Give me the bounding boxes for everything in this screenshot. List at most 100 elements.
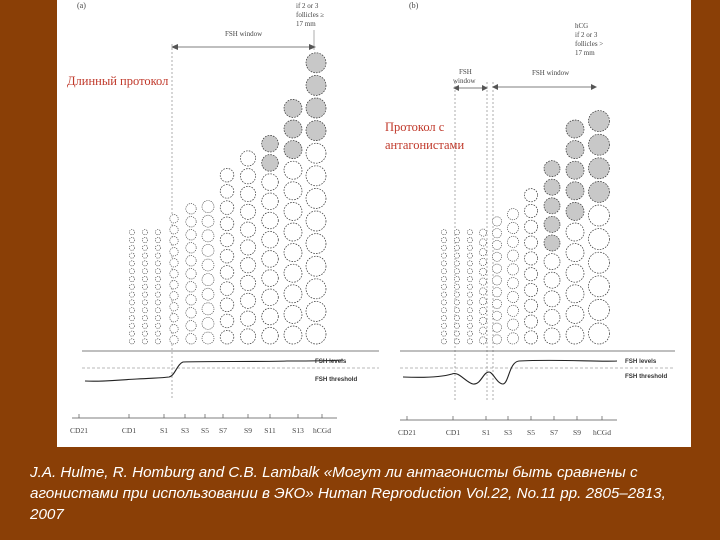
panel-b-follicle-8-10 (565, 119, 585, 139)
panel-b-follicle-3-4 (479, 297, 487, 306)
panel-a-follicle-0-8 (129, 276, 135, 282)
panel-b-tick-label-6: S9 (573, 428, 581, 437)
panel-b-tick-label-3: S3 (504, 428, 512, 437)
panel-b-follicle-8-6 (565, 202, 585, 221)
panel-a-window-label: FSH window (225, 30, 263, 38)
panel-b-follicle-9-8 (588, 133, 610, 156)
panel-b-follicle-columns (441, 110, 610, 345)
panel-b-follicle-4-5 (492, 275, 502, 286)
panel-a-hcg-note-2: follicles ≥ (296, 11, 324, 19)
panel-a-tick-label-3: S3 (181, 426, 189, 435)
panel-a-follicle-2-7 (155, 283, 161, 290)
panel-a-follicle-1-3 (142, 315, 148, 321)
panel-a-levels-label: FSH levels (315, 358, 347, 365)
panel-a-follicle-6-2 (219, 297, 235, 312)
panel-a-tick-label-1: CD1 (122, 426, 136, 435)
panel-b-follicle-0-2 (441, 322, 447, 329)
panel-b-follicle-9-7 (588, 157, 610, 180)
panel-a-hcg-note-1: if 2 or 3 (296, 2, 319, 10)
panel-b-hcg-note-1: hCG (575, 22, 588, 30)
panel-a-threshold-label: FSH threshold (315, 376, 358, 383)
panel-b-follicle-9-4 (588, 228, 610, 250)
panel-b-follicle-1-4 (454, 307, 460, 314)
panel-b-tick-label-0: CD21 (398, 428, 416, 437)
panel-b-follicle-8-3 (565, 263, 585, 283)
panel-b-follicle-2-14 (467, 229, 473, 236)
panel-a-follicle-9-7 (283, 181, 303, 201)
panel-b-follicle-3-0 (479, 336, 487, 345)
panel-b-follicle-4-9 (492, 228, 502, 239)
panel-b-follicle-2-3 (467, 315, 473, 321)
panel-b-follicle-5-8 (507, 222, 519, 234)
panel-a-follicle-3-9 (169, 236, 179, 246)
panel-b-tick-label-4: S5 (527, 428, 535, 437)
panel-a-tick-label-6: S9 (244, 426, 252, 435)
panel-a-follicle-1-13 (142, 237, 148, 243)
panel-b-follicle-6-6 (524, 235, 538, 250)
panel-b-tick-label-1: CD1 (446, 428, 460, 437)
panel-b-axis-ticks: CD21 CD1 S1 S3 S5 S7 S9 hCGd (398, 416, 611, 437)
panel-a-follicle-4-0 (185, 333, 197, 345)
panel-b-follicle-2-0 (467, 338, 473, 345)
panel-a-follicle-0-6 (129, 291, 135, 298)
panel-b-follicle-5-5 (507, 263, 519, 276)
panel-b-follicle-8-5 (565, 222, 585, 242)
panel-b-follicle-5-4 (507, 277, 519, 290)
panel-a-follicle-8-10 (261, 135, 279, 153)
panel-b-follicle-0-8 (441, 276, 447, 282)
panel-a-follicle-5-7 (201, 229, 215, 243)
panel-a-follicle-1-6 (142, 291, 148, 298)
panel-b-follicle-5-1 (507, 318, 519, 331)
panel-a-follicle-0-13 (129, 237, 135, 243)
panel-b-follicle-1-14 (454, 229, 460, 236)
panel-b-follicle-6-4 (524, 267, 538, 282)
panel-a-follicle-2-4 (155, 307, 161, 314)
panel-b-follicle-8-0 (565, 325, 585, 345)
panel-a-tick-label-7: S11 (264, 426, 276, 435)
panel-b-follicle-6-5 (524, 251, 538, 266)
panel-b-follicle-0-11 (441, 252, 447, 259)
panel-a-follicle-8-8 (261, 173, 279, 191)
panel-b-follicle-2-4 (467, 307, 473, 314)
panel-a-follicle-2-6 (155, 291, 161, 298)
panel-a-follicle-9-2 (283, 284, 303, 304)
panel-a-follicle-3-4 (169, 291, 179, 301)
panel-a-follicle-1-0 (142, 338, 148, 345)
panel-a-follicle-0-4 (129, 307, 135, 314)
panel-a-follicle-8-2 (261, 288, 279, 306)
panel-a-follicle-1-14 (142, 229, 148, 236)
panel-a-follicle-8-1 (261, 307, 279, 326)
panel-a-follicle-8-9 (261, 154, 279, 172)
panel-b-follicle-2-2 (467, 322, 473, 329)
panel-b-follicle-1-5 (454, 299, 460, 306)
panel-b-follicle-0-9 (441, 268, 447, 275)
panel-a-follicle-5-6 (201, 244, 215, 257)
panel-b-follicle-6-3 (524, 283, 538, 297)
panel-a-follicle-8-0 (261, 327, 279, 345)
panel-a-tick-label-9: hCGd (313, 426, 331, 435)
panel-b-threshold-label: FSH threshold (625, 373, 668, 380)
panel-b-follicle-9-6 (588, 181, 610, 203)
panel-a-follicle-9-11 (283, 99, 303, 118)
panel-a-follicle-2-12 (155, 244, 161, 251)
panel-a-tick-label-2: S1 (160, 426, 168, 435)
panel-b-follicle-7-2 (543, 290, 561, 308)
panel-b-follicle-5-2 (507, 304, 519, 317)
panel-a-follicle-5-0 (201, 331, 215, 345)
panel-a-follicle-1-2 (142, 322, 148, 329)
panel-a-follicle-1-8 (142, 276, 148, 282)
panel-a-follicle-3-10 (169, 225, 179, 235)
panel-b-follicle-0-0 (441, 338, 447, 345)
panel-a-follicle-10-12 (305, 52, 327, 74)
panel-b-follicle-5-7 (507, 235, 519, 248)
panel-b-follicle-8-1 (565, 305, 585, 324)
panel-a-follicle-1-5 (142, 299, 148, 306)
panel-b-follicle-6-2 (524, 298, 538, 313)
panel-b-follicle-0-10 (441, 260, 447, 267)
panel-a-follicle-10-0 (305, 323, 327, 345)
panel-a-follicle-0-11 (129, 252, 135, 259)
panel-b-follicle-8-4 (565, 243, 585, 262)
panel-b-follicle-1-13 (454, 237, 460, 243)
panel-b-follicle-4-4 (492, 287, 502, 298)
panel-b-follicle-3-8 (479, 258, 487, 266)
